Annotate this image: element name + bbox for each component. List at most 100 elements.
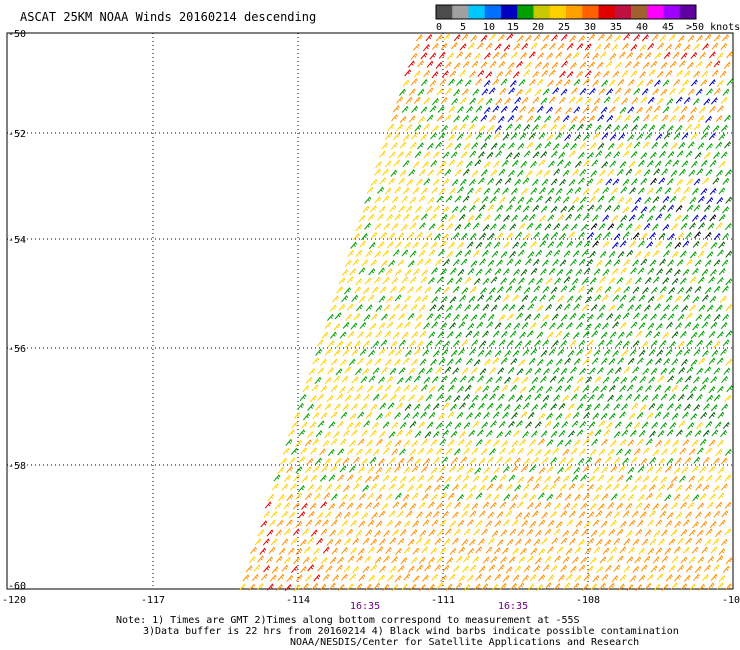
wind-barb xyxy=(725,278,733,286)
wind-barb xyxy=(540,349,548,358)
wind-barb xyxy=(446,358,454,366)
wind-barb xyxy=(659,510,667,518)
wind-barb xyxy=(421,187,428,195)
wind-barb xyxy=(453,33,461,42)
wind-barb xyxy=(587,151,594,160)
wind-barb xyxy=(434,233,441,241)
wind-barb xyxy=(611,267,619,275)
wind-barb xyxy=(605,564,612,573)
wind-barb xyxy=(600,520,608,528)
wind-barb xyxy=(640,232,648,241)
wind-barb xyxy=(648,124,656,132)
wind-barb xyxy=(625,223,633,231)
wind-barb xyxy=(516,312,523,320)
wind-barb xyxy=(478,457,486,465)
legend-label-45: 45 xyxy=(662,22,674,33)
wind-barb xyxy=(324,403,332,411)
wind-barb xyxy=(564,465,572,473)
wind-barb xyxy=(637,493,645,502)
wind-barb xyxy=(391,448,399,456)
wind-barb xyxy=(588,475,596,483)
note-line-3: NOAA/NESDIS/Center for Satellite Applica… xyxy=(290,637,640,648)
wind-barb xyxy=(430,547,438,555)
wind-barb xyxy=(351,348,359,356)
wind-barb xyxy=(448,214,455,222)
wind-barb xyxy=(592,466,600,474)
wind-barb xyxy=(530,348,538,356)
wind-barb xyxy=(500,330,508,338)
wind-barb xyxy=(588,367,596,375)
wind-barb xyxy=(343,484,350,493)
wind-barb xyxy=(444,366,452,374)
wind-barb xyxy=(422,574,429,582)
wind-barb xyxy=(613,456,621,465)
wind-barb xyxy=(522,483,530,491)
wind-barb xyxy=(706,394,714,402)
wind-barb xyxy=(324,431,332,439)
wind-barb xyxy=(605,339,613,347)
wind-barb xyxy=(418,195,426,203)
wind-barb xyxy=(705,447,713,455)
wind-barb xyxy=(678,60,686,68)
wind-barb xyxy=(691,546,699,554)
wind-barb xyxy=(608,384,616,392)
wind-barb xyxy=(668,33,676,42)
wind-barb xyxy=(415,285,423,293)
wind-barb xyxy=(421,294,429,302)
wind-barb xyxy=(671,502,678,510)
wind-barb xyxy=(317,420,325,428)
wind-barb xyxy=(299,538,307,547)
wind-barb xyxy=(306,430,314,439)
wind-barb xyxy=(530,240,537,249)
wind-barb xyxy=(481,393,489,401)
wind-barb xyxy=(327,313,334,321)
wind-barb xyxy=(365,529,373,537)
wind-barb xyxy=(493,547,501,555)
wind-barb xyxy=(487,204,495,212)
wind-barb xyxy=(372,340,380,348)
wind-barb xyxy=(709,214,717,222)
wind-barb xyxy=(346,474,354,482)
wind-barb xyxy=(457,241,465,250)
wind-barb xyxy=(695,393,703,402)
wind-barb xyxy=(403,466,411,474)
wind-barb xyxy=(600,385,608,393)
wind-barb xyxy=(682,268,690,276)
wind-barb xyxy=(555,492,563,500)
wind-barb xyxy=(506,313,514,321)
wind-barb xyxy=(344,287,351,295)
wind-barb xyxy=(655,322,663,331)
wind-barb xyxy=(355,249,363,257)
wind-barb xyxy=(646,78,654,87)
wind-barb xyxy=(692,520,699,529)
wind-barb xyxy=(654,52,662,60)
wind-barb xyxy=(589,448,597,457)
wind-barb xyxy=(413,268,420,276)
wind-barb xyxy=(607,222,615,231)
wind-barb xyxy=(458,430,466,439)
wind-barb xyxy=(529,321,537,330)
wind-barb xyxy=(685,123,693,132)
wind-barb xyxy=(625,474,633,482)
wind-barb xyxy=(432,97,439,106)
wind-barb xyxy=(640,177,648,185)
wind-barb xyxy=(632,340,640,348)
wind-barb xyxy=(376,546,384,554)
wind-barb xyxy=(706,251,714,259)
wind-barb xyxy=(423,322,430,330)
wind-barb xyxy=(649,538,657,546)
wind-barb xyxy=(475,492,483,500)
wind-barb xyxy=(655,213,663,221)
wind-barb xyxy=(464,249,472,257)
wind-barb xyxy=(632,565,640,573)
wind-barb xyxy=(515,231,523,239)
wind-barb xyxy=(683,574,691,582)
wind-barb xyxy=(472,222,480,230)
wind-barb xyxy=(665,294,673,303)
legend-label-10: 10 xyxy=(483,22,495,33)
wind-barb xyxy=(564,133,572,142)
wind-barb xyxy=(475,213,482,221)
wind-barb xyxy=(562,196,570,204)
wind-barb xyxy=(250,546,257,554)
wind-barb xyxy=(447,492,455,500)
